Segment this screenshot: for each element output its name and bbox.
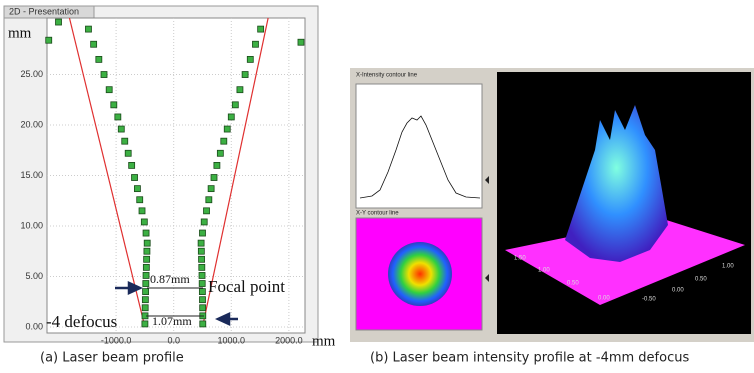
point xyxy=(129,162,135,168)
point xyxy=(137,197,143,203)
point xyxy=(132,175,138,181)
y-unit: mm xyxy=(8,25,32,41)
point xyxy=(106,87,112,93)
y-tick-label: 0.00 xyxy=(25,321,43,331)
point xyxy=(199,272,205,278)
point xyxy=(232,102,238,108)
axis-label: 0.50 xyxy=(695,277,707,283)
point xyxy=(101,72,107,78)
point xyxy=(228,114,234,120)
point xyxy=(144,256,150,262)
point xyxy=(200,321,206,327)
point xyxy=(204,208,210,214)
panel-title: 2D - Presentation xyxy=(9,6,79,16)
point xyxy=(198,240,204,246)
y-tick-label: 20.00 xyxy=(20,119,43,129)
point xyxy=(142,305,148,311)
figure: 2D - Presentation 0.00 5.00 10.00 15.00 20.0… xyxy=(0,0,754,373)
point xyxy=(143,264,149,270)
point xyxy=(139,208,145,214)
point xyxy=(143,289,149,295)
point xyxy=(143,281,149,287)
x-tick-label: 1000.0 xyxy=(218,335,246,345)
beam-spot xyxy=(388,242,452,306)
point xyxy=(134,186,140,192)
axis-label: -0.50 xyxy=(642,297,656,303)
point xyxy=(56,19,62,25)
point xyxy=(247,56,253,62)
point xyxy=(199,281,205,287)
point xyxy=(85,26,91,32)
point xyxy=(206,197,212,203)
point xyxy=(201,219,207,225)
point xyxy=(143,230,149,236)
point xyxy=(142,321,148,327)
annotation: 0.87mm xyxy=(150,272,190,286)
point xyxy=(258,26,264,32)
point xyxy=(199,256,205,262)
x-tick-label: 2000.0 xyxy=(275,335,303,345)
axis-label: 0.00 xyxy=(672,288,684,294)
point xyxy=(141,219,147,225)
y-tick-label: 10.00 xyxy=(20,220,43,230)
x-unit: mm xyxy=(312,333,336,349)
point xyxy=(208,186,214,192)
annotation: -4 defocus xyxy=(46,312,117,331)
point xyxy=(46,37,52,43)
point xyxy=(199,230,205,236)
axis-label: 1.00 xyxy=(538,268,550,274)
point xyxy=(144,240,150,246)
caption: (a) Laser beam profile xyxy=(40,351,184,366)
point xyxy=(144,248,150,254)
y-tick-label: 5.00 xyxy=(25,271,43,281)
axis-label: 1.00 xyxy=(722,264,734,270)
point xyxy=(237,87,243,93)
point xyxy=(199,297,205,303)
point xyxy=(198,248,204,254)
point xyxy=(252,41,258,47)
contour-box xyxy=(356,84,482,208)
point xyxy=(211,175,217,181)
point xyxy=(91,41,97,47)
point xyxy=(199,289,205,295)
point xyxy=(125,150,131,156)
x-tick-label: 0.0 xyxy=(167,335,180,345)
annotation: Focal point xyxy=(208,277,285,296)
y-tick-label: 15.00 xyxy=(20,170,43,180)
point xyxy=(118,126,124,132)
subpanel-title: X-Intensity contour line xyxy=(356,73,418,79)
y-tick-label: 25.00 xyxy=(20,69,43,79)
point xyxy=(200,305,206,311)
point xyxy=(199,264,205,270)
caption: (b) Laser beam intensity profile at -4mm… xyxy=(370,351,689,366)
axis-label: 1.50 xyxy=(514,256,526,262)
point xyxy=(221,138,227,144)
point xyxy=(242,72,248,78)
point xyxy=(122,138,128,144)
point xyxy=(143,272,149,278)
page: {"chart_data": {"type": "scatter", "pane… xyxy=(0,0,754,373)
point xyxy=(115,114,121,120)
point xyxy=(142,297,148,303)
point xyxy=(298,39,304,45)
point xyxy=(224,126,230,132)
axis-label: 0.00 xyxy=(598,296,610,302)
annotation: 1.07mm xyxy=(152,314,192,328)
point xyxy=(96,56,102,62)
x-tick-label: -1000.0 xyxy=(101,335,132,345)
point xyxy=(217,150,223,156)
axis-label: 0.50 xyxy=(567,281,579,287)
subpanel-title: X-Y contour line xyxy=(356,211,399,217)
point xyxy=(111,102,117,108)
point xyxy=(214,162,220,168)
